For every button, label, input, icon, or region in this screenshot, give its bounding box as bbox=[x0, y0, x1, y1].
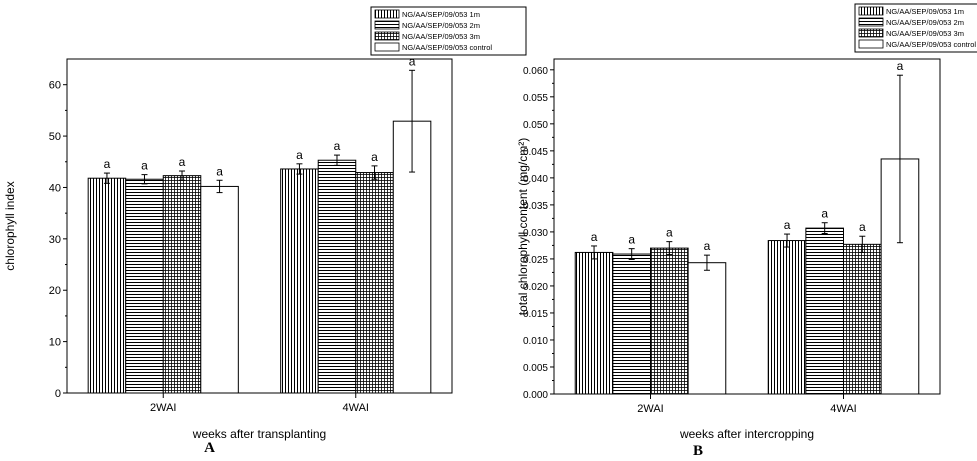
bar bbox=[805, 227, 844, 395]
plot-frame bbox=[66, 58, 453, 394]
y-tick-label: 0.060 bbox=[523, 66, 548, 77]
y-axis-label: chlorophyll index bbox=[3, 181, 17, 270]
legend-label: NG/AA/SEP/09/053 2m bbox=[886, 18, 964, 27]
panel-label: A bbox=[204, 440, 215, 456]
y-axis-label: total chlorophyll content (mg/cm²) bbox=[516, 138, 530, 315]
bar bbox=[650, 247, 689, 395]
significance-letter: a bbox=[859, 220, 866, 234]
bar bbox=[125, 178, 164, 394]
y-tick-label: 20 bbox=[49, 285, 61, 297]
bar bbox=[317, 159, 357, 394]
bar bbox=[392, 120, 432, 394]
bar bbox=[162, 175, 202, 394]
y-tick-label: 50 bbox=[49, 131, 61, 143]
significance-letter: a bbox=[897, 59, 904, 73]
legend-swatch bbox=[374, 9, 400, 19]
x-tick-label: 4WAI bbox=[343, 402, 370, 414]
y-tick-label: 0.035 bbox=[523, 201, 548, 212]
y-tick-label: 40 bbox=[49, 182, 61, 194]
significance-letter: a bbox=[296, 148, 303, 162]
y-tick-label: 0.025 bbox=[523, 255, 548, 266]
legend-label: NG/AA/SEP/09/053 1m bbox=[402, 10, 480, 19]
x-axis-label: weeks after transplanting bbox=[192, 427, 326, 441]
significance-letter: a bbox=[628, 233, 635, 247]
x-tick-label: 2WAI bbox=[637, 403, 664, 415]
bar bbox=[612, 253, 651, 395]
y-tick-label: 0.010 bbox=[523, 336, 548, 347]
significance-letter: a bbox=[784, 218, 791, 232]
significance-letter: a bbox=[821, 207, 828, 221]
significance-letter: a bbox=[704, 239, 711, 253]
significance-letter: a bbox=[334, 139, 341, 153]
y-tick-label: 0.030 bbox=[523, 228, 548, 239]
bar bbox=[767, 240, 807, 395]
legend-label: NG/AA/SEP/09/053 control bbox=[886, 40, 976, 49]
bar bbox=[843, 243, 882, 395]
bar bbox=[87, 177, 127, 394]
legend-swatch bbox=[858, 17, 884, 27]
y-tick-label: 0 bbox=[55, 388, 61, 400]
legend-swatch bbox=[374, 31, 400, 41]
panel-label: B bbox=[693, 443, 703, 459]
y-tick-label: 0.055 bbox=[523, 93, 548, 104]
legend-label: NG/AA/SEP/09/053 3m bbox=[402, 32, 480, 41]
y-tick-label: 0.020 bbox=[523, 282, 548, 293]
bar bbox=[687, 262, 727, 395]
x-axis-label: weeks after intercropping bbox=[679, 427, 814, 441]
legend-swatch bbox=[858, 39, 884, 49]
significance-letter: a bbox=[179, 155, 186, 169]
legend-swatch bbox=[374, 20, 400, 30]
significance-letter: a bbox=[216, 164, 223, 178]
significance-letter: a bbox=[666, 226, 673, 240]
bar bbox=[200, 185, 239, 394]
bar bbox=[574, 251, 614, 395]
bar bbox=[280, 168, 319, 394]
significance-letter: a bbox=[104, 157, 111, 171]
chart-panel-a: 0 10 20 30 40 50 60 2WAI a a a a 4WAI a a a a weeks after… bbox=[3, 6, 527, 456]
legend-swatch bbox=[374, 42, 400, 52]
legend-swatch bbox=[858, 6, 884, 16]
y-tick-label: 60 bbox=[49, 80, 61, 92]
legend-label: NG/AA/SEP/09/053 1m bbox=[886, 7, 964, 16]
significance-letter: a bbox=[371, 150, 378, 164]
y-tick-label: 0.000 bbox=[523, 390, 548, 401]
legend-label: NG/AA/SEP/09/053 2m bbox=[402, 21, 480, 30]
y-tick-label: 10 bbox=[49, 337, 61, 349]
significance-letter: a bbox=[409, 54, 416, 68]
chart-panel-b: 0.000 0.005 0.010 0.015 0.020 0.025 0.030 0.035… bbox=[516, 3, 977, 459]
y-tick-label: 0.040 bbox=[523, 174, 548, 185]
y-tick-label: 0.045 bbox=[523, 147, 548, 158]
plot-frame bbox=[553, 58, 941, 395]
x-tick-label: 4WAI bbox=[830, 403, 857, 415]
legend-label: NG/AA/SEP/09/053 control bbox=[402, 43, 492, 52]
y-tick-label: 0.015 bbox=[523, 309, 548, 320]
significance-letter: a bbox=[591, 230, 598, 244]
y-tick-label: 30 bbox=[49, 234, 61, 246]
y-tick-label: 0.050 bbox=[523, 120, 548, 131]
legend-swatch bbox=[858, 28, 884, 38]
legend-label: NG/AA/SEP/09/053 3m bbox=[886, 29, 964, 38]
x-tick-label: 2WAI bbox=[150, 402, 177, 414]
bar bbox=[355, 172, 394, 394]
significance-letter: a bbox=[141, 159, 148, 173]
y-tick-label: 0.005 bbox=[523, 363, 548, 374]
